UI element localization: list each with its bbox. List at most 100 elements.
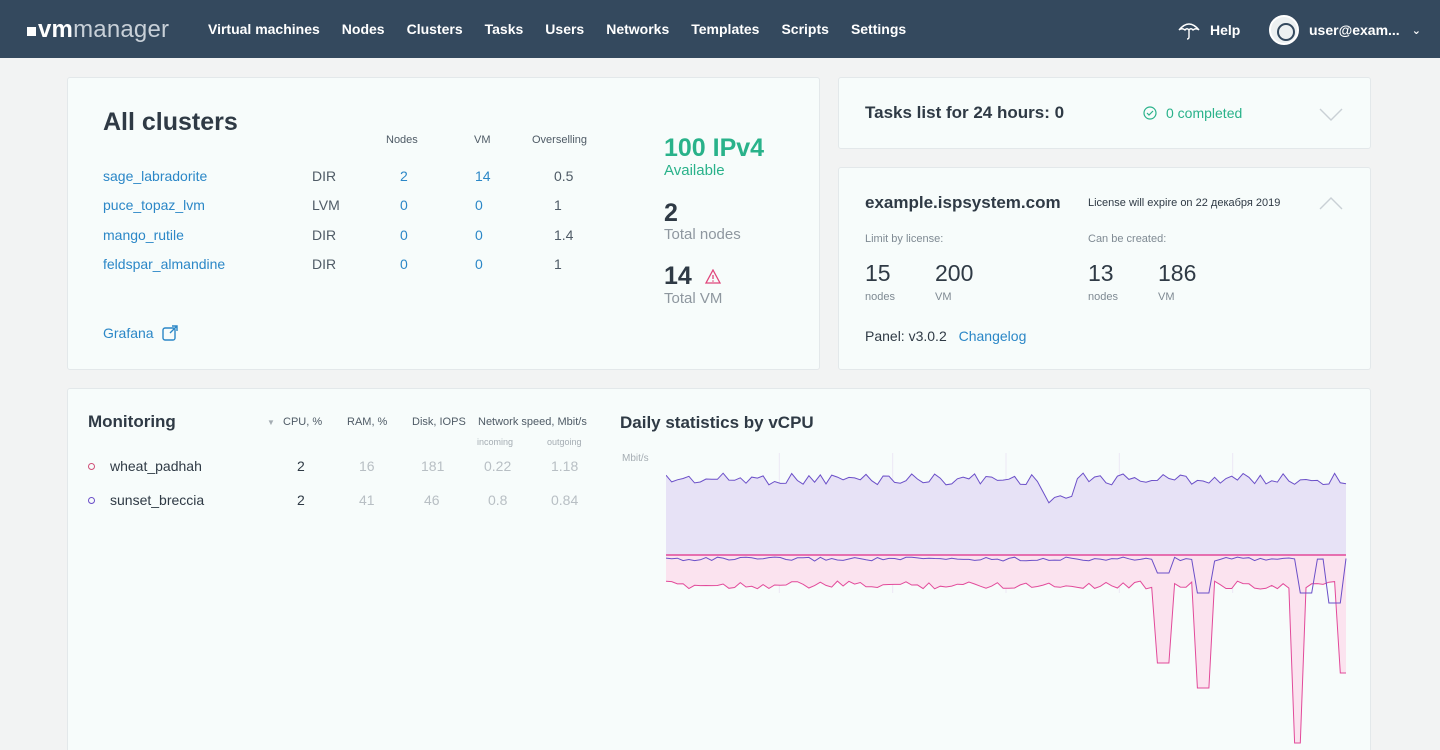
ipv4-available-label: Available (664, 162, 725, 179)
nav-nodes[interactable]: Nodes (341, 21, 385, 37)
chevron-up-icon[interactable] (1319, 196, 1343, 210)
cluster-link[interactable]: mango_rutile (103, 227, 184, 243)
col-ram[interactable]: RAM, % (347, 416, 388, 428)
col-nodes: Nodes (386, 134, 418, 146)
user-menu[interactable]: user@exam... ⌄ (1269, 15, 1421, 45)
table-row: mango_rutile DIR 0 0 1.4 (68, 227, 608, 247)
col-vm: VM (474, 134, 491, 146)
cluster-link[interactable]: feldspar_almandine (103, 256, 226, 272)
cluster-vm-link[interactable]: 14 (475, 168, 491, 184)
vm-outgoing: 0.84 (551, 492, 579, 508)
external-link-icon (161, 325, 178, 341)
nav-virtual-machines[interactable]: Virtual machines (208, 21, 320, 37)
cluster-vm-link[interactable]: 0 (475, 256, 483, 272)
logo-text-bold: vm (38, 16, 74, 43)
clusters-card: All clusters Nodes VM Overselling sage_l… (67, 77, 820, 370)
main-nav: Virtual machines Nodes Clusters Tasks Us… (208, 0, 928, 58)
logo-text-light: manager (73, 16, 170, 43)
series-area-upper (666, 473, 1346, 555)
clusters-title: All clusters (103, 108, 238, 136)
table-row[interactable]: sunset_breccia 2 41 46 0.8 0.84 (68, 492, 608, 512)
cluster-type: DIR (312, 256, 337, 272)
vmmanager-logo[interactable]: vmmanager (27, 17, 169, 43)
chevron-down-icon: ⌄ (1411, 24, 1421, 37)
cluster-vm-link[interactable]: 0 (475, 227, 483, 243)
limit-vm-unit: VM (935, 291, 952, 303)
status-dot (88, 463, 95, 470)
vm-name: sunset_breccia (110, 492, 205, 508)
nav-users[interactable]: Users (545, 21, 585, 37)
total-vm-value: 14 (664, 262, 721, 291)
grafana-link[interactable]: Grafana (103, 325, 178, 341)
total-vm-label: Total VM (664, 290, 723, 307)
daily-stats-title: Daily statistics by vCPU (620, 413, 814, 432)
vm-ram: 41 (359, 492, 375, 508)
cluster-nodes-link[interactable]: 0 (400, 256, 408, 272)
cluster-link[interactable]: puce_topaz_lvm (103, 197, 205, 213)
ipv4-available-value: 100 IPv4 (664, 134, 765, 162)
cluster-overselling: 1.4 (554, 227, 574, 243)
tasks-completed: 0 completed (1143, 105, 1242, 121)
nav-networks[interactable]: Networks (606, 21, 670, 37)
nav-scripts[interactable]: Scripts (781, 21, 829, 37)
series-area-lower (666, 555, 1346, 743)
logo-square-icon (27, 27, 36, 36)
col-network: Network speed, Mbit/s (478, 416, 587, 428)
cluster-nodes-link[interactable]: 0 (400, 227, 408, 243)
cluster-link[interactable]: sage_labradorite (103, 168, 208, 184)
license-expire: License will expire on 22 декабря 2019 (1088, 197, 1281, 209)
create-vm-unit: VM (1158, 291, 1175, 303)
cluster-vm-link[interactable]: 0 (475, 197, 483, 213)
col-disk[interactable]: Disk, IOPS (412, 416, 466, 428)
col-incoming[interactable]: incoming (477, 437, 514, 447)
warning-icon (704, 268, 721, 284)
series-line-lower (666, 580, 1346, 744)
create-vm-value: 186 (1158, 260, 1197, 286)
license-domain: example.ispsystem.com (865, 193, 1061, 212)
series-line-upper (666, 472, 1347, 504)
tasks-title: Tasks list for 24 hours: 0 (865, 103, 1065, 122)
chart-unit-label: Mbit/s (622, 453, 649, 464)
cluster-nodes-link[interactable]: 2 (400, 168, 408, 184)
sort-arrow-icon[interactable]: ▼ (267, 418, 275, 427)
create-nodes-unit: nodes (1088, 291, 1118, 303)
user-label: user@exam... (1309, 22, 1400, 38)
tasks-completed-label: 0 completed (1166, 105, 1243, 121)
cluster-overselling: 0.5 (554, 168, 574, 184)
limit-nodes-value: 15 (865, 260, 891, 286)
nav-settings[interactable]: Settings (850, 21, 907, 37)
tasks-card: Tasks list for 24 hours: 0 0 completed (838, 77, 1371, 149)
grafana-label: Grafana (103, 325, 154, 341)
nav-clusters[interactable]: Clusters (406, 21, 463, 37)
cluster-type: LVM (312, 197, 340, 213)
nav-templates[interactable]: Templates (691, 21, 760, 37)
limit-nodes-unit: nodes (865, 291, 895, 303)
total-nodes-value: 2 (664, 199, 678, 227)
check-circle-icon (1143, 106, 1157, 120)
cluster-overselling: 1 (554, 256, 562, 272)
col-cpu[interactable]: CPU, % (283, 416, 323, 428)
monitoring-card: Monitoring ▼ CPU, % RAM, % Disk, IOPS Ne… (67, 388, 1371, 750)
top-bar: vmmanager Virtual machines Nodes Cluster… (0, 0, 1440, 58)
vm-disk: 181 (421, 458, 445, 474)
vm-outgoing: 1.18 (551, 458, 579, 474)
avatar (1269, 15, 1299, 45)
table-row[interactable]: wheat_padhah 2 16 181 0.22 1.18 (68, 458, 608, 478)
total-nodes-label: Total nodes (664, 226, 741, 243)
daily-stats-chart[interactable] (666, 453, 1348, 750)
status-dot (88, 497, 95, 504)
cluster-nodes-link[interactable]: 0 (400, 197, 408, 213)
vm-name: wheat_padhah (110, 458, 202, 474)
cluster-overselling: 1 (554, 197, 562, 213)
col-outgoing[interactable]: outgoing (547, 437, 582, 447)
total-vm-number: 14 (664, 262, 692, 290)
chevron-down-icon[interactable] (1319, 108, 1343, 122)
vm-cpu: 2 (297, 458, 305, 474)
nav-tasks[interactable]: Tasks (484, 21, 524, 37)
changelog-link[interactable]: Changelog (958, 328, 1027, 344)
help-button[interactable]: Help (1178, 20, 1240, 40)
limit-vm-value: 200 (935, 260, 974, 286)
vm-ram: 16 (359, 458, 375, 474)
table-row: sage_labradorite DIR 2 14 0.5 (68, 168, 608, 188)
panel-version: Panel: v3.0.2 Changelog (865, 328, 1026, 344)
